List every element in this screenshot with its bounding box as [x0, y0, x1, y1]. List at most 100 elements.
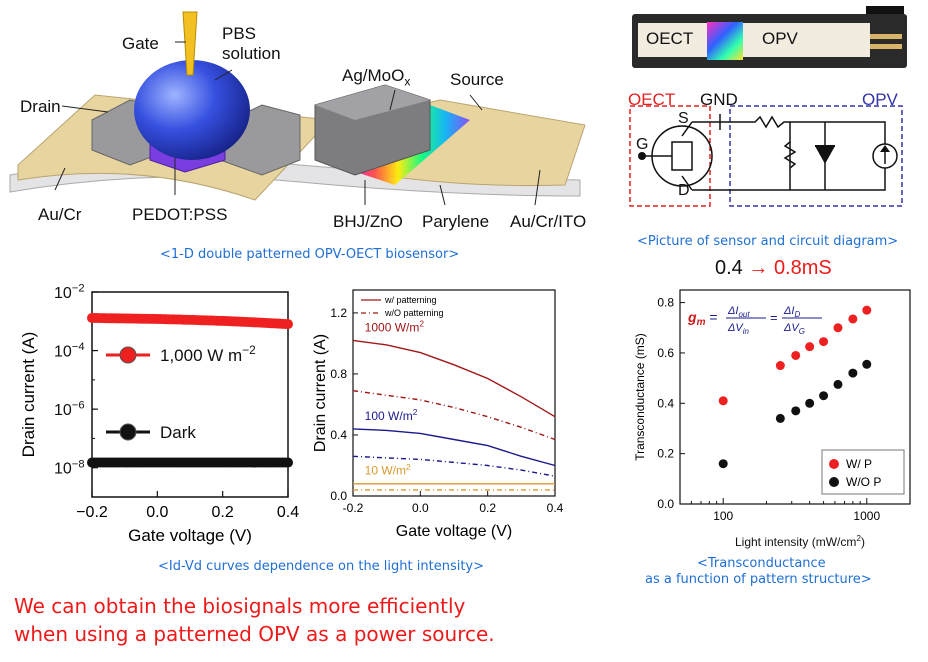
x-axis-label: Gate voltage (V): [128, 526, 252, 545]
legend: W/ P W/O P: [821, 449, 905, 495]
svg-text:ΔID: ΔID: [783, 305, 800, 319]
series-line-1: [352, 390, 556, 441]
data-point: [775, 413, 785, 423]
legend-marker: [829, 459, 839, 469]
legend-label: W/ P: [846, 457, 872, 471]
x-tick-label: -0.2: [343, 501, 364, 515]
gnd-label: GND: [700, 90, 738, 109]
series-line-0: [352, 339, 556, 418]
series-1: [718, 359, 872, 469]
x-tick-label: 1000: [853, 509, 880, 523]
data-point: [833, 323, 843, 333]
circuit-diagram: [629, 105, 903, 207]
conclusion-line-1: We can obtain the biosignals more effici…: [14, 594, 466, 618]
y-tick-label: 0.6: [657, 346, 674, 360]
data-point: [819, 391, 829, 401]
x-tick-label: 0.2: [479, 501, 496, 515]
intensity-annotation: 10 W/m2: [365, 462, 411, 478]
ag-moox-label: Ag/MoOx: [342, 66, 411, 89]
series-0: [87, 312, 293, 330]
device-caption: <1-D double patterned OPV-OECT biosensor…: [160, 247, 460, 262]
data-point: [718, 459, 728, 469]
x-tick-label: 0.0: [146, 504, 168, 521]
intensity-annotation: 1000 W/m2: [365, 319, 425, 335]
solution-label: solution: [222, 44, 281, 63]
legend-marker: [119, 423, 137, 441]
intensity-annotation: 100 W/m2: [365, 407, 418, 423]
pbs-label: PBS: [222, 24, 257, 43]
data-point: [283, 457, 293, 468]
y-tick-label: 0.4: [330, 428, 347, 442]
oect-circuit-label: OECT: [628, 90, 676, 109]
source-terminal-label: S: [678, 110, 689, 127]
gate-label: Gate: [122, 34, 159, 53]
data-point: [791, 406, 801, 416]
plot-frame: [352, 289, 556, 497]
chart-log-drain-current: −0.2 0.0 0.2 0.4 10−2 10−4 10−6 10−8 Gate voltag…: [19, 283, 299, 545]
tc-caption-2: as a function of pattern structure>: [645, 572, 872, 587]
data-point: [791, 350, 801, 360]
drain-label: Drain: [20, 97, 61, 116]
svg-text:=: =: [770, 310, 778, 325]
legend-label: w/ patterning: [384, 295, 437, 305]
parylene-label: Parylene: [422, 212, 490, 231]
x-tick-label: 100: [713, 509, 733, 523]
legend-label: w/O patterning: [384, 308, 444, 318]
conclusion-line-2: when using a patterned OPV as a power so…: [14, 622, 495, 646]
data-point: [775, 361, 785, 371]
iv-caption: <Id-Vd curves dependence on the light in…: [158, 559, 485, 574]
photo-opv-label: OPV: [762, 29, 798, 48]
tc-caption-1: <Transconductance: [697, 556, 826, 571]
drain-terminal-label: D: [678, 182, 690, 199]
data-point: [718, 396, 728, 406]
y-tick-label: 0.4: [657, 396, 674, 410]
data-point: [833, 379, 843, 389]
data-point: [862, 305, 872, 315]
bhj-zno-label: BHJ/ZnO: [333, 212, 403, 231]
legend-label: W/O P: [846, 475, 881, 489]
improvement-text: 0.4 → 0.8mS: [715, 257, 832, 279]
device-illustration: [9, 11, 586, 206]
y-axis-label: Drain current (A): [19, 332, 38, 458]
x-axis-label: Light intensity (mW/cm2): [735, 533, 865, 549]
svg-text:ΔVG: ΔVG: [783, 322, 805, 336]
y-tick-label: 0.0: [330, 489, 347, 503]
y-tick-label: 0.2: [657, 447, 674, 461]
legend-label: Dark: [160, 423, 196, 442]
data-point: [283, 319, 293, 330]
opv-circuit-label: OPV: [862, 90, 898, 109]
pedot-pss-label: PEDOT:PSS: [132, 205, 228, 224]
x-tick-label: 0.4: [277, 504, 299, 521]
au-cr-ito-label: Au/Cr/ITO: [510, 212, 587, 231]
circuit-caption: <Picture of sensor and circuit diagram>: [637, 234, 899, 249]
series-line-3: [352, 455, 556, 477]
x-tick-label: 0.4: [547, 501, 564, 515]
svg-text:gm =: gm =: [687, 309, 718, 328]
y-tick-label: 0.8: [657, 296, 674, 310]
legend-marker: [829, 477, 839, 487]
plot-frame: [679, 289, 911, 505]
data-point: [805, 398, 815, 408]
y-tick-label: 0.0: [657, 497, 674, 511]
x-tick-label: 0.0: [412, 501, 429, 515]
x-tick-label: −0.2: [76, 504, 108, 521]
data-point: [805, 342, 815, 352]
x-tick-label: 0.2: [212, 504, 234, 521]
svg-text:ΔIout: ΔIout: [727, 305, 750, 319]
y-tick-label: 10−4: [54, 341, 85, 360]
data-point: [819, 337, 829, 347]
svg-text:ΔVin: ΔVin: [727, 322, 749, 336]
y-tick-label: 0.8: [330, 367, 347, 381]
series-1: [87, 457, 293, 468]
transconductance-formula: gm = ΔIout ΔVin = ΔID ΔVG: [687, 305, 822, 336]
y-tick-label: 1.2: [330, 306, 347, 320]
legend-marker: [119, 346, 137, 364]
y-tick-label: 10−2: [54, 283, 85, 302]
series-0: [718, 305, 872, 406]
gate-terminal-label: G: [636, 136, 649, 153]
series-line-2: [352, 428, 556, 467]
y-axis-label: Transconductance (mS): [633, 333, 647, 461]
data-point: [862, 359, 872, 369]
data-point: [848, 314, 858, 324]
